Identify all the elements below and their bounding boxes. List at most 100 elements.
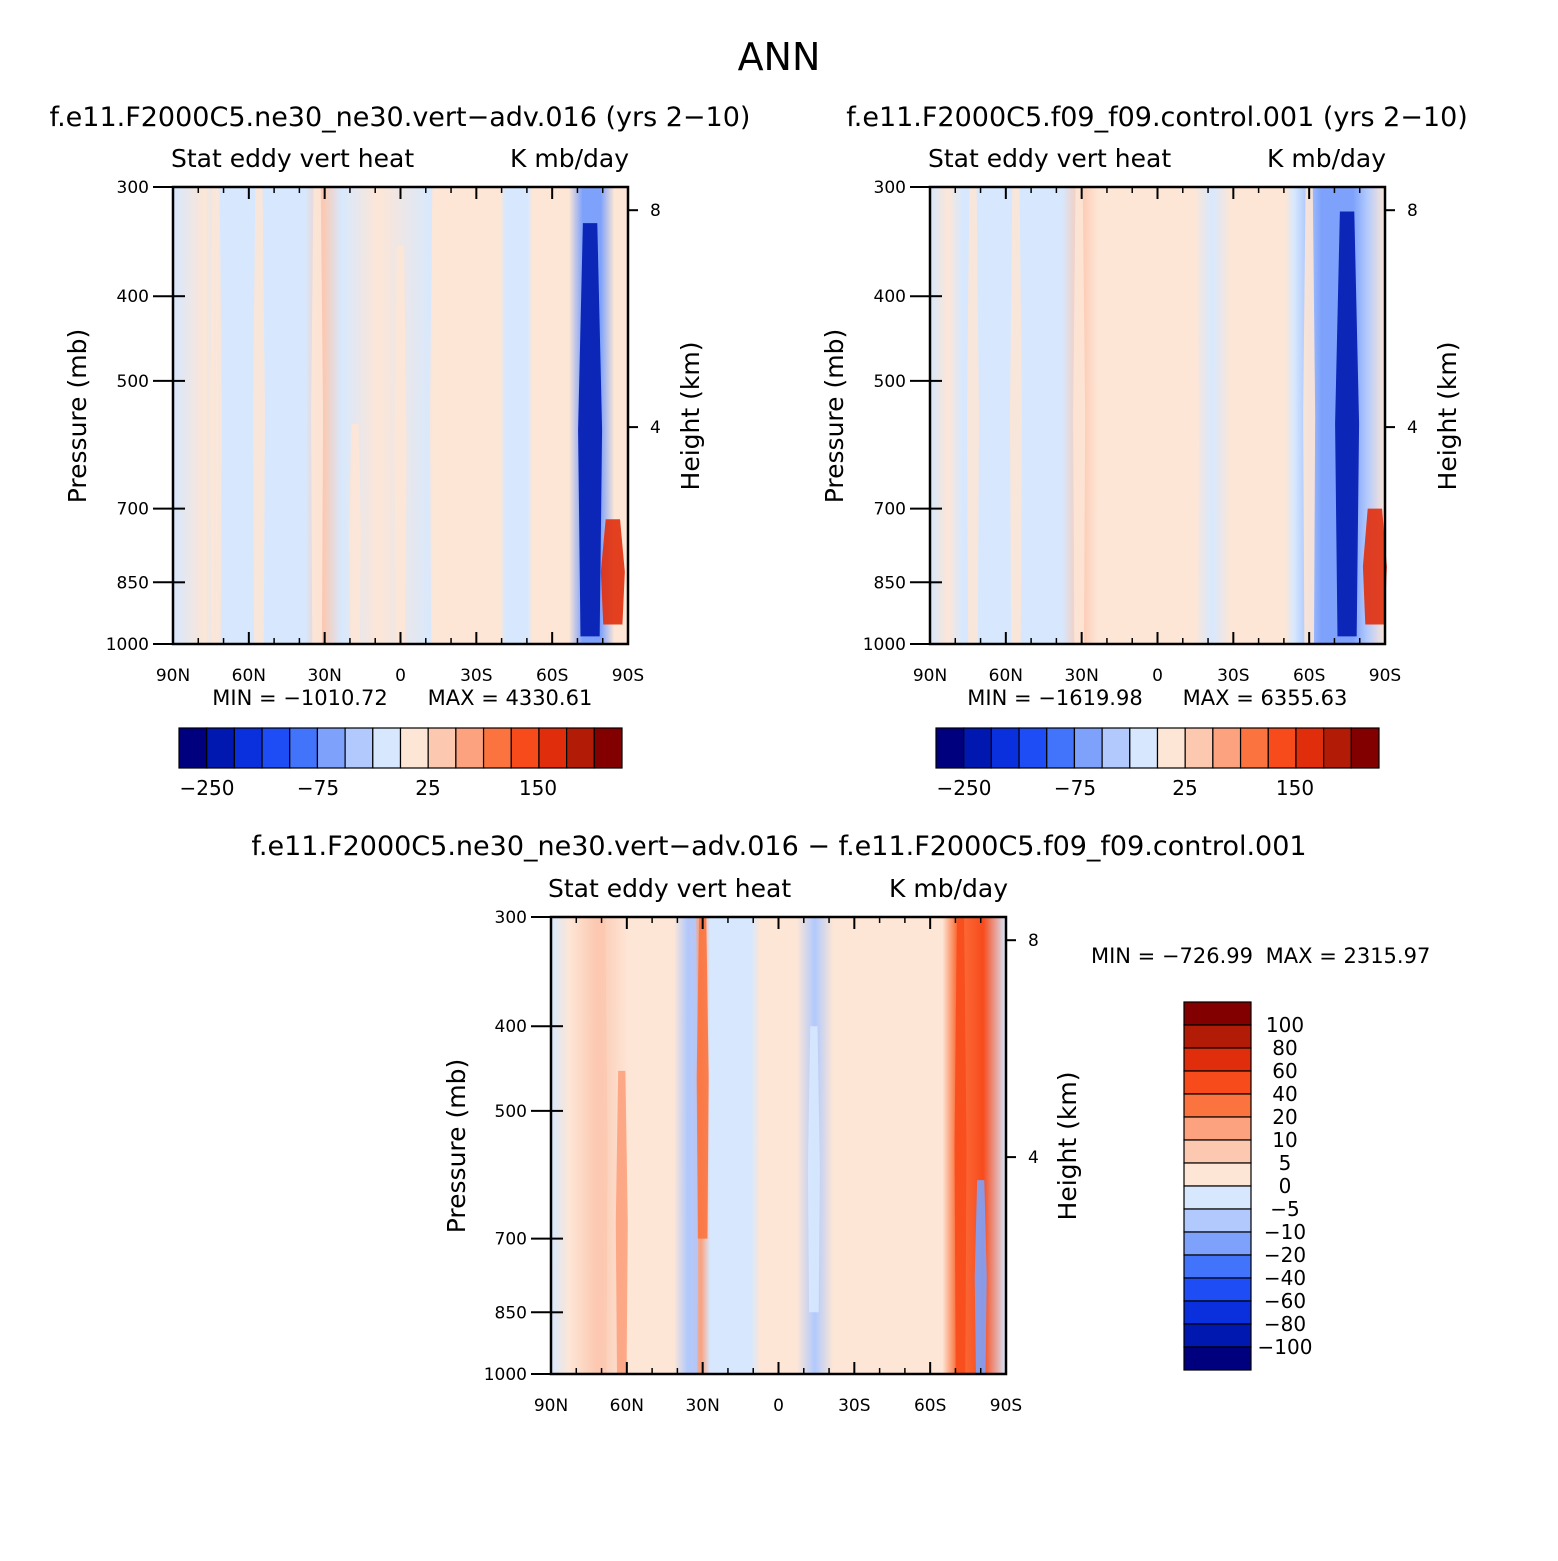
y-right-tick-label: 8	[650, 201, 661, 221]
x-tick-label: 60N	[232, 666, 266, 686]
colorbar-swatch	[935, 727, 965, 769]
colorbar-label: 5	[1279, 1151, 1292, 1175]
colorbar-swatch	[1323, 727, 1352, 769]
heatmap-feature	[595, 917, 608, 1374]
colorbar-swatch	[482, 727, 512, 769]
heatmap-feature	[394, 245, 407, 644]
colorbar-label: 60	[1272, 1059, 1297, 1083]
heatmap-feature	[600, 519, 625, 625]
colorbar-swatch	[1101, 727, 1131, 769]
colorbar-swatch	[1183, 1300, 1252, 1325]
colorbar-label: 150	[519, 776, 557, 800]
colorbar	[178, 727, 623, 769]
heatmap-feature	[546, 187, 559, 644]
colorbar-label: −20	[1264, 1243, 1306, 1267]
heatmap-feature	[1186, 187, 1199, 644]
y-right-tick-label: 8	[1407, 201, 1418, 221]
y-tick-label: 700	[495, 1230, 527, 1250]
colorbar-swatch	[1183, 1185, 1252, 1210]
y-tick-label: 500	[495, 1102, 527, 1122]
heatmap-feature	[429, 187, 442, 644]
y-axis: 300 400 500 700 850 1000	[863, 178, 942, 655]
y-axis: 300 400 500 700 850 1000	[484, 908, 563, 1385]
y-axis-right: 84	[628, 201, 661, 438]
colorbar	[1183, 1001, 1252, 1371]
colorbar-swatch	[1183, 1277, 1252, 1302]
heatmap-feature	[349, 423, 361, 644]
colorbar-swatch	[1018, 727, 1048, 769]
y-axis-right-title: Height (km)	[676, 342, 705, 491]
y-tick-label: 850	[117, 573, 149, 593]
x-tick-label: 30N	[685, 1396, 719, 1416]
panel-control: f.e11.F2000C5.f09_f09.control.001 (yrs 2…	[820, 102, 1468, 800]
panel-difference: f.e11.F2000C5.ne30_ne30.vert−adv.016 − f…	[251, 831, 1430, 1416]
heatmap-feature	[1151, 245, 1164, 644]
y-tick-label: 700	[874, 500, 906, 520]
colorbar-swatch	[1073, 727, 1103, 769]
colorbar-swatch	[566, 727, 595, 769]
colorbar-labels: −250 −75 25 150	[180, 776, 558, 800]
y-tick-label: 300	[874, 178, 906, 198]
x-tick-label: 90N	[534, 1396, 568, 1416]
colorbar-swatch	[1183, 1024, 1252, 1049]
x-tick-label: 0	[395, 666, 406, 686]
colorbar-swatch	[1183, 1208, 1252, 1233]
colorbar-swatch	[510, 727, 540, 769]
x-tick-label: 0	[1152, 666, 1163, 686]
panel-title: f.e11.F2000C5.ne30_ne30.vert−adv.016 (yr…	[50, 102, 751, 133]
colorbar-label: 40	[1272, 1082, 1297, 1106]
colorbar-label: −75	[1054, 776, 1096, 800]
colorbar-label: −250	[180, 776, 235, 800]
colorbar-swatch	[1129, 727, 1159, 769]
colorbar-swatch	[1183, 1346, 1252, 1371]
colorbar-swatch	[206, 727, 235, 769]
colorbar-swatch	[455, 727, 485, 769]
heatmap-feature	[578, 223, 603, 637]
x-tick-label: 60N	[989, 666, 1023, 686]
min-label: MIN = −726.99	[1091, 944, 1253, 968]
heatmap-feature	[311, 187, 324, 644]
y-axis: 300 400 500 700 850 1000	[106, 178, 185, 655]
colorbar-swatch	[289, 727, 319, 769]
x-tick-label: 60S	[914, 1396, 946, 1416]
heatmap-feature	[974, 1180, 987, 1374]
colorbar	[935, 727, 1380, 769]
colorbar-swatch	[1183, 1047, 1252, 1072]
y-axis-right-title: Height (km)	[1433, 342, 1462, 491]
x-tick-label: 90N	[156, 666, 190, 686]
x-axis: 90N 60N 30N 0 30S 60S 90S	[534, 917, 1022, 1416]
y-axis-right-title: Height (km)	[1053, 1072, 1082, 1221]
y-tick-label: 850	[874, 573, 906, 593]
x-tick-label: 90S	[990, 1396, 1022, 1416]
y-axis-right: 84	[1385, 201, 1418, 438]
panel-model: f.e11.F2000C5.ne30_ne30.vert−adv.016 (yr…	[50, 102, 751, 800]
x-tick-label: 30S	[1217, 666, 1249, 686]
y-right-tick-label: 4	[1407, 418, 1418, 438]
y-axis-title: Pressure (mb)	[820, 329, 849, 503]
colorbar-swatch	[316, 727, 346, 769]
colorbar-swatch	[1183, 1162, 1252, 1187]
x-tick-label: 30N	[1064, 666, 1098, 686]
y-tick-label: 500	[874, 372, 906, 392]
heatmap-feature	[954, 917, 967, 1374]
colorbar-swatch	[1212, 727, 1242, 769]
panel-subtitle-right: K mb/day	[889, 874, 1008, 903]
panel-title: f.e11.F2000C5.f09_f09.control.001 (yrs 2…	[846, 102, 1468, 133]
y-tick-label: 700	[117, 500, 149, 520]
heatmap-feature	[696, 917, 709, 1239]
panel-title: f.e11.F2000C5.ne30_ne30.vert−adv.016 − f…	[251, 831, 1306, 862]
x-tick-label: 30S	[460, 666, 492, 686]
colorbar-swatch	[1183, 1093, 1252, 1118]
colorbar-swatch	[1183, 1070, 1252, 1095]
heatmap-feature	[1009, 187, 1022, 644]
heatmap-feature	[1335, 211, 1360, 637]
colorbar-swatch	[233, 727, 263, 769]
heatmap-feature	[1303, 187, 1316, 644]
colorbar-label: 10	[1272, 1128, 1297, 1152]
y-tick-label: 400	[117, 287, 149, 307]
y-tick-label: 400	[495, 1017, 527, 1037]
colorbar-swatch	[1046, 727, 1076, 769]
y-tick-label: 1000	[106, 635, 149, 655]
